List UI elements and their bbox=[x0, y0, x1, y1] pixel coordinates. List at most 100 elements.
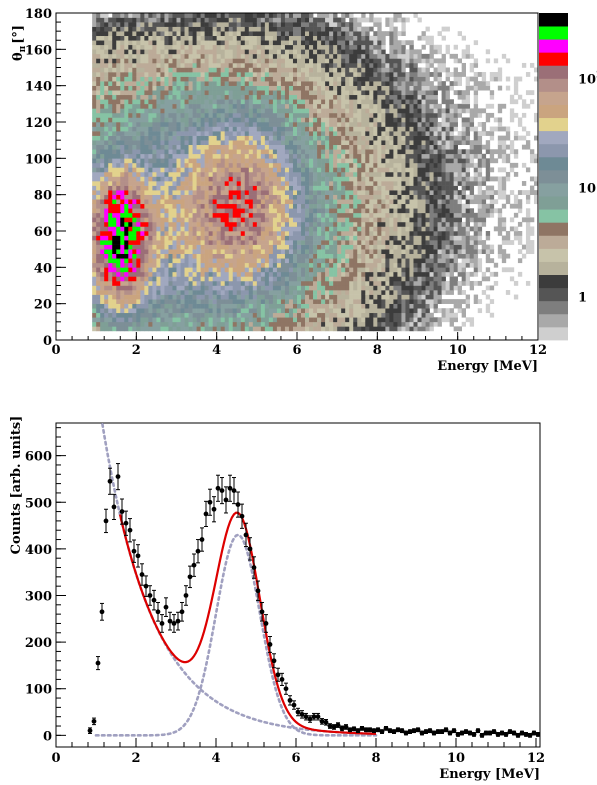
heatmap-cell bbox=[116, 326, 121, 332]
heatmap-cell bbox=[96, 294, 101, 300]
heatmap-cell bbox=[373, 72, 378, 77]
heatmap-cell bbox=[256, 285, 262, 291]
heatmap-cell bbox=[280, 240, 286, 245]
heatmap-cell bbox=[200, 326, 205, 332]
heatmap-cell bbox=[96, 240, 101, 245]
heatmap-cell bbox=[152, 167, 157, 173]
heatmap-cell bbox=[288, 231, 294, 236]
heatmap-cell bbox=[108, 126, 113, 132]
heatmap-cell bbox=[264, 208, 270, 214]
heatmap-cell bbox=[100, 171, 105, 177]
heatmap-cell bbox=[100, 131, 105, 136]
heatmap-cell bbox=[325, 103, 330, 109]
heatmap-cell bbox=[220, 162, 225, 168]
heatmap-cell bbox=[353, 226, 358, 232]
heatmap-cell bbox=[116, 231, 121, 236]
heatmap-cell bbox=[136, 81, 141, 86]
heatmap-cell bbox=[140, 244, 145, 250]
heatmap-cell bbox=[317, 226, 322, 232]
heatmap-cell bbox=[208, 58, 213, 64]
heatmap-cell bbox=[212, 258, 217, 264]
heatmap-cell bbox=[152, 290, 157, 295]
heatmap-cell bbox=[297, 244, 302, 250]
heatmap-cell bbox=[369, 167, 374, 173]
heatmap-cell bbox=[240, 267, 246, 273]
heatmap-cell bbox=[280, 326, 286, 332]
heatmap-cell bbox=[156, 140, 161, 146]
heatmap-cell bbox=[120, 217, 125, 223]
heatmap-cell bbox=[349, 276, 354, 282]
heatmap-cell bbox=[373, 144, 378, 150]
heatmap-cell bbox=[200, 321, 205, 327]
heatmap-cell bbox=[329, 190, 334, 195]
heatmap-cell bbox=[212, 185, 217, 191]
heatmap-cell bbox=[112, 176, 117, 182]
heatmap-cell bbox=[92, 253, 97, 259]
heatmap-cell bbox=[365, 231, 370, 236]
heatmap-cell bbox=[212, 285, 217, 291]
heatmap-cell bbox=[124, 112, 129, 118]
heatmap-cell bbox=[305, 62, 310, 68]
heatmap-cell bbox=[349, 72, 354, 77]
heatmap-cell bbox=[96, 162, 101, 168]
heatmap-cell bbox=[317, 290, 322, 295]
heatmap-cell bbox=[349, 226, 354, 232]
heatmap-cell bbox=[224, 317, 230, 323]
heatmap-cell bbox=[288, 294, 294, 300]
heatmap-cell bbox=[232, 81, 238, 86]
heatmap-cell bbox=[228, 231, 234, 236]
heatmap-cell bbox=[252, 90, 258, 96]
heatmap-cell bbox=[232, 308, 238, 314]
heatmap-cell bbox=[276, 72, 282, 77]
heatmap-cell bbox=[268, 94, 274, 100]
heatmap-cell bbox=[176, 13, 181, 18]
heatmap-cell bbox=[164, 185, 169, 191]
heatmap-cell bbox=[184, 44, 189, 50]
heatmap-cell bbox=[256, 208, 262, 214]
heatmap-cell bbox=[216, 176, 221, 182]
heatmap-cell bbox=[188, 181, 193, 186]
heatmap-cell bbox=[377, 167, 382, 173]
heatmap-cell bbox=[349, 17, 354, 23]
heatmap-cell bbox=[252, 271, 258, 277]
heatmap-cell bbox=[180, 249, 185, 255]
heatmap-cell bbox=[276, 81, 282, 86]
heatmap-cell bbox=[297, 76, 302, 82]
heatmap-cell bbox=[260, 267, 266, 273]
heatmap-cell bbox=[361, 240, 366, 245]
heatmap-cell bbox=[377, 221, 382, 227]
heatmap-cell bbox=[188, 253, 193, 259]
heatmap-cell bbox=[184, 190, 189, 195]
heatmap-cell bbox=[305, 185, 310, 191]
heatmap-cell bbox=[100, 49, 105, 55]
heatmap-cell bbox=[220, 140, 225, 146]
heatmap-cell bbox=[313, 67, 318, 73]
heatmap-cell bbox=[276, 149, 282, 155]
heatmap-cell bbox=[176, 185, 181, 191]
heatmap-cell bbox=[280, 312, 286, 318]
heatmap-cell bbox=[212, 181, 217, 186]
heatmap-cell bbox=[156, 299, 161, 304]
heatmap-cell bbox=[276, 67, 282, 73]
heatmap-cell bbox=[268, 226, 274, 232]
heatmap-cell bbox=[172, 122, 177, 127]
heatmap-cell bbox=[333, 326, 338, 332]
heatmap-cell bbox=[329, 67, 334, 73]
heatmap-cell bbox=[160, 271, 165, 277]
heatmap-cell bbox=[168, 203, 173, 209]
heatmap-cell bbox=[301, 22, 306, 27]
heatmap-cell bbox=[244, 72, 250, 77]
heatmap-cell bbox=[292, 76, 298, 82]
heatmap-cell bbox=[365, 303, 370, 309]
heatmap-cell bbox=[128, 140, 133, 146]
heatmap-cell bbox=[301, 112, 306, 118]
heatmap-cell bbox=[297, 117, 302, 123]
heatmap-cell bbox=[365, 85, 370, 91]
heatmap-cell bbox=[184, 212, 189, 218]
heatmap-cell bbox=[164, 67, 169, 73]
heatmap-cell bbox=[120, 81, 125, 86]
heatmap-cell bbox=[321, 176, 326, 182]
heatmap-cell bbox=[132, 321, 137, 327]
heatmap-cell bbox=[188, 131, 193, 136]
